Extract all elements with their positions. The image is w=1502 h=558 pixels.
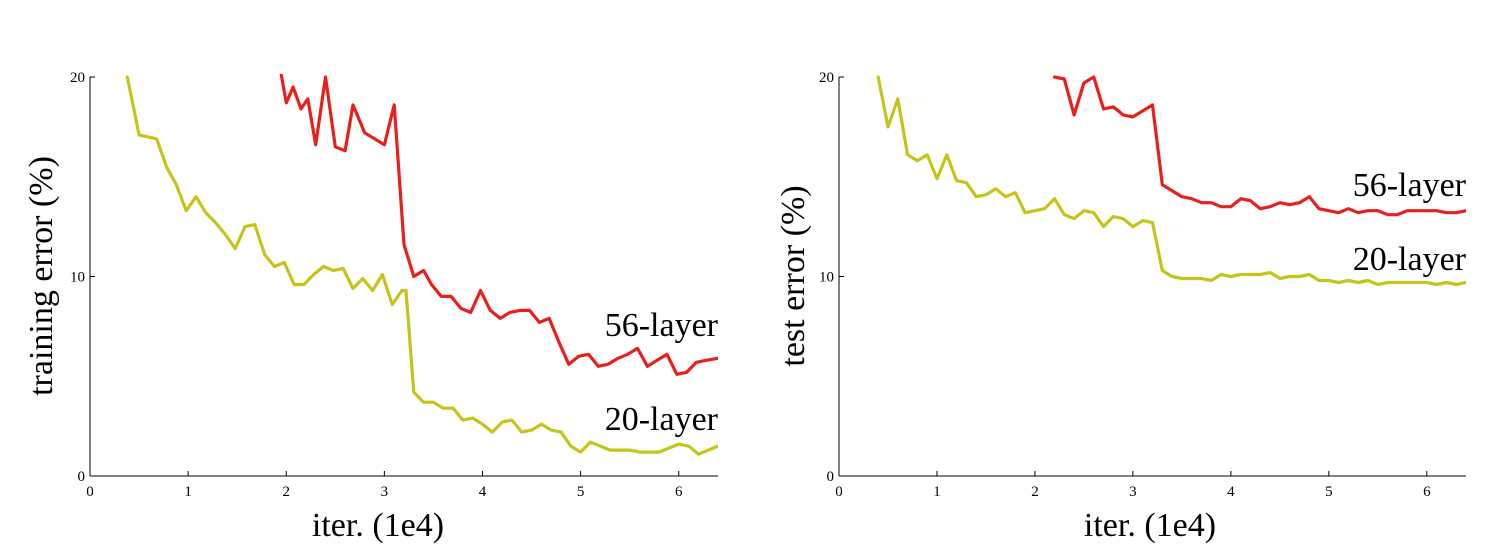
- x-tick-label: 5: [577, 484, 585, 500]
- y-axis-label: test error (%): [775, 185, 812, 366]
- series-label-56-layer: 56-layer: [605, 307, 719, 344]
- x-axis-label: iter. (1e4): [1084, 507, 1216, 544]
- y-tick-label: 20: [819, 70, 834, 86]
- x-tick-label: 4: [479, 484, 487, 500]
- series-line-56-layer: [1052, 75, 1466, 217]
- y-tick-label: 20: [70, 70, 85, 86]
- chart-panel-1: 0 1 2 3 4 5 6 0 10 20 56-layer 20-layer iter. (1e4) t…: [23, 70, 719, 544]
- y-tick-label: 10: [819, 270, 834, 286]
- series-label-20-layer: 20-layer: [605, 401, 719, 438]
- x-tick-label: 5: [1325, 484, 1333, 500]
- x-tick-label: 3: [381, 484, 389, 500]
- x-tick-label: 4: [1227, 484, 1235, 500]
- x-tick-label: 1: [933, 484, 941, 500]
- x-tick-label: 6: [675, 484, 683, 500]
- series-line-20-layer: [876, 75, 1466, 287]
- series-line-20-layer: [125, 75, 718, 456]
- chart-panel-2: 0 1 2 3 4 5 6 0 10 20 56-layer 20-layer iter. (1e4) t…: [775, 70, 1467, 544]
- x-tick-label: 2: [283, 484, 291, 500]
- x-axis-label: iter. (1e4): [312, 507, 444, 544]
- y-tick-label: 0: [827, 469, 835, 485]
- x-tick-label: 0: [86, 484, 94, 500]
- x-tick-label: 2: [1031, 484, 1039, 500]
- y-tick-label: 0: [78, 469, 86, 485]
- y-axis-label: training error (%): [23, 156, 60, 396]
- x-tick-label: 0: [835, 484, 843, 500]
- series-label-20-layer: 20-layer: [1353, 241, 1467, 278]
- series-label-56-layer: 56-layer: [1353, 167, 1467, 204]
- x-tick-label: 1: [184, 484, 192, 500]
- series-line-56-layer: [279, 74, 718, 376]
- x-tick-label: 3: [1129, 484, 1137, 500]
- x-tick-label: 6: [1423, 484, 1431, 500]
- y-tick-label: 10: [70, 270, 85, 286]
